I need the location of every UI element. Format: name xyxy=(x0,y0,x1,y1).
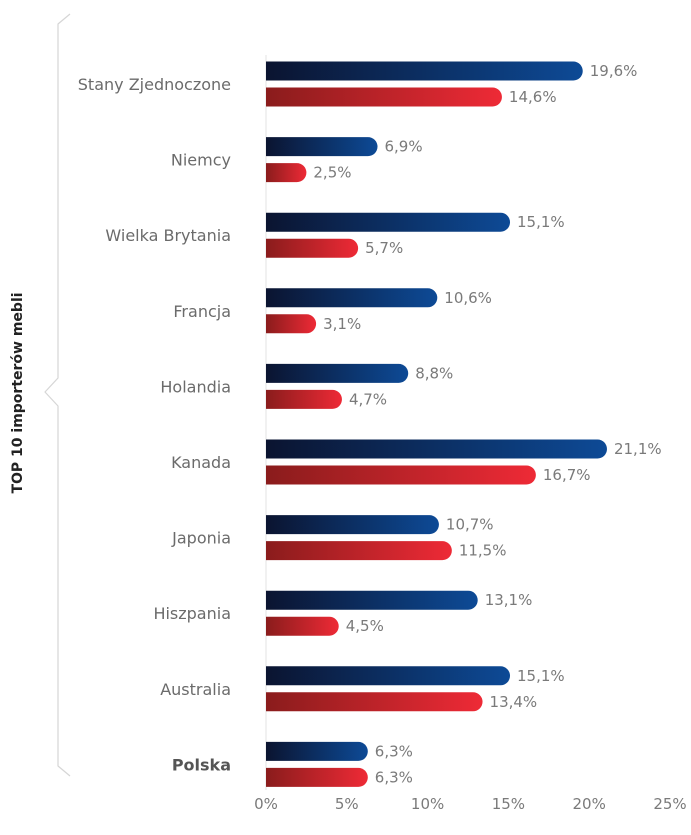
x-tick-label: 20% xyxy=(573,795,606,813)
x-tick-label: 15% xyxy=(492,795,525,813)
bar-series-2 xyxy=(266,616,339,636)
x-tick-label: 5% xyxy=(335,795,359,813)
bar-series-2 xyxy=(266,541,452,561)
value-label: 15,1% xyxy=(517,213,565,231)
category-label: Francja xyxy=(173,302,231,321)
value-label: 16,7% xyxy=(543,466,591,484)
category-label: Niemcy xyxy=(171,151,231,170)
bar-series-1 xyxy=(266,363,409,383)
bars xyxy=(266,61,607,787)
bar-series-2 xyxy=(266,767,368,787)
bar-series-2 xyxy=(266,389,342,409)
value-label: 4,7% xyxy=(349,390,387,408)
side-bracket: TOP 10 importerów mebli xyxy=(10,13,71,777)
bar-series-1 xyxy=(266,61,583,81)
bar-series-2 xyxy=(266,465,536,485)
side-title: TOP 10 importerów mebli xyxy=(10,292,26,493)
value-label: 8,8% xyxy=(415,364,453,382)
x-tick-label: 25% xyxy=(653,795,686,813)
bracket-line xyxy=(44,13,71,777)
value-label: 13,4% xyxy=(490,693,538,711)
bar-series-1 xyxy=(266,515,439,535)
bar-series-2 xyxy=(266,238,359,258)
category-label: Kanada xyxy=(171,453,231,472)
category-label: Stany Zjednoczone xyxy=(78,75,231,94)
x-tick-label: 10% xyxy=(411,795,444,813)
value-label: 14,6% xyxy=(509,88,557,106)
value-label: 21,1% xyxy=(614,440,662,458)
value-label: 5,7% xyxy=(365,239,403,257)
value-label: 2,5% xyxy=(313,164,351,182)
value-label: 13,1% xyxy=(485,591,533,609)
category-label: Hiszpania xyxy=(153,604,231,623)
x-tick-label: 0% xyxy=(254,795,278,813)
category-label: Wielka Brytania xyxy=(105,226,231,245)
bar-series-1 xyxy=(266,212,511,232)
bar-series-1 xyxy=(266,741,368,761)
category-label: Holandia xyxy=(160,377,231,396)
bar-series-1 xyxy=(266,439,607,459)
value-label: 4,5% xyxy=(346,617,384,635)
value-label: 10,6% xyxy=(444,289,492,307)
bar-series-2 xyxy=(266,163,307,183)
labels: Stany Zjednoczone 19,6% 14,6% Niemcy 6,9% 2,5… xyxy=(78,62,662,786)
value-label: 15,1% xyxy=(517,667,565,685)
bar-series-1 xyxy=(266,590,478,610)
bar-series-1 xyxy=(266,288,438,308)
value-label: 11,5% xyxy=(459,542,507,560)
category-label: Australia xyxy=(160,680,231,699)
bar-series-2 xyxy=(266,692,483,712)
bar-series-1 xyxy=(266,666,511,686)
bar-series-1 xyxy=(266,137,378,157)
category-label: Japonia xyxy=(171,529,231,548)
value-label: 3,1% xyxy=(323,315,361,333)
bar-series-2 xyxy=(266,87,502,107)
value-label: 6,3% xyxy=(375,742,413,760)
category-label: Polska xyxy=(172,755,231,774)
value-label: 10,7% xyxy=(446,516,494,534)
value-label: 6,3% xyxy=(375,768,413,786)
value-label: 6,9% xyxy=(385,138,423,156)
bar-series-2 xyxy=(266,314,317,334)
value-label: 19,6% xyxy=(590,62,638,80)
